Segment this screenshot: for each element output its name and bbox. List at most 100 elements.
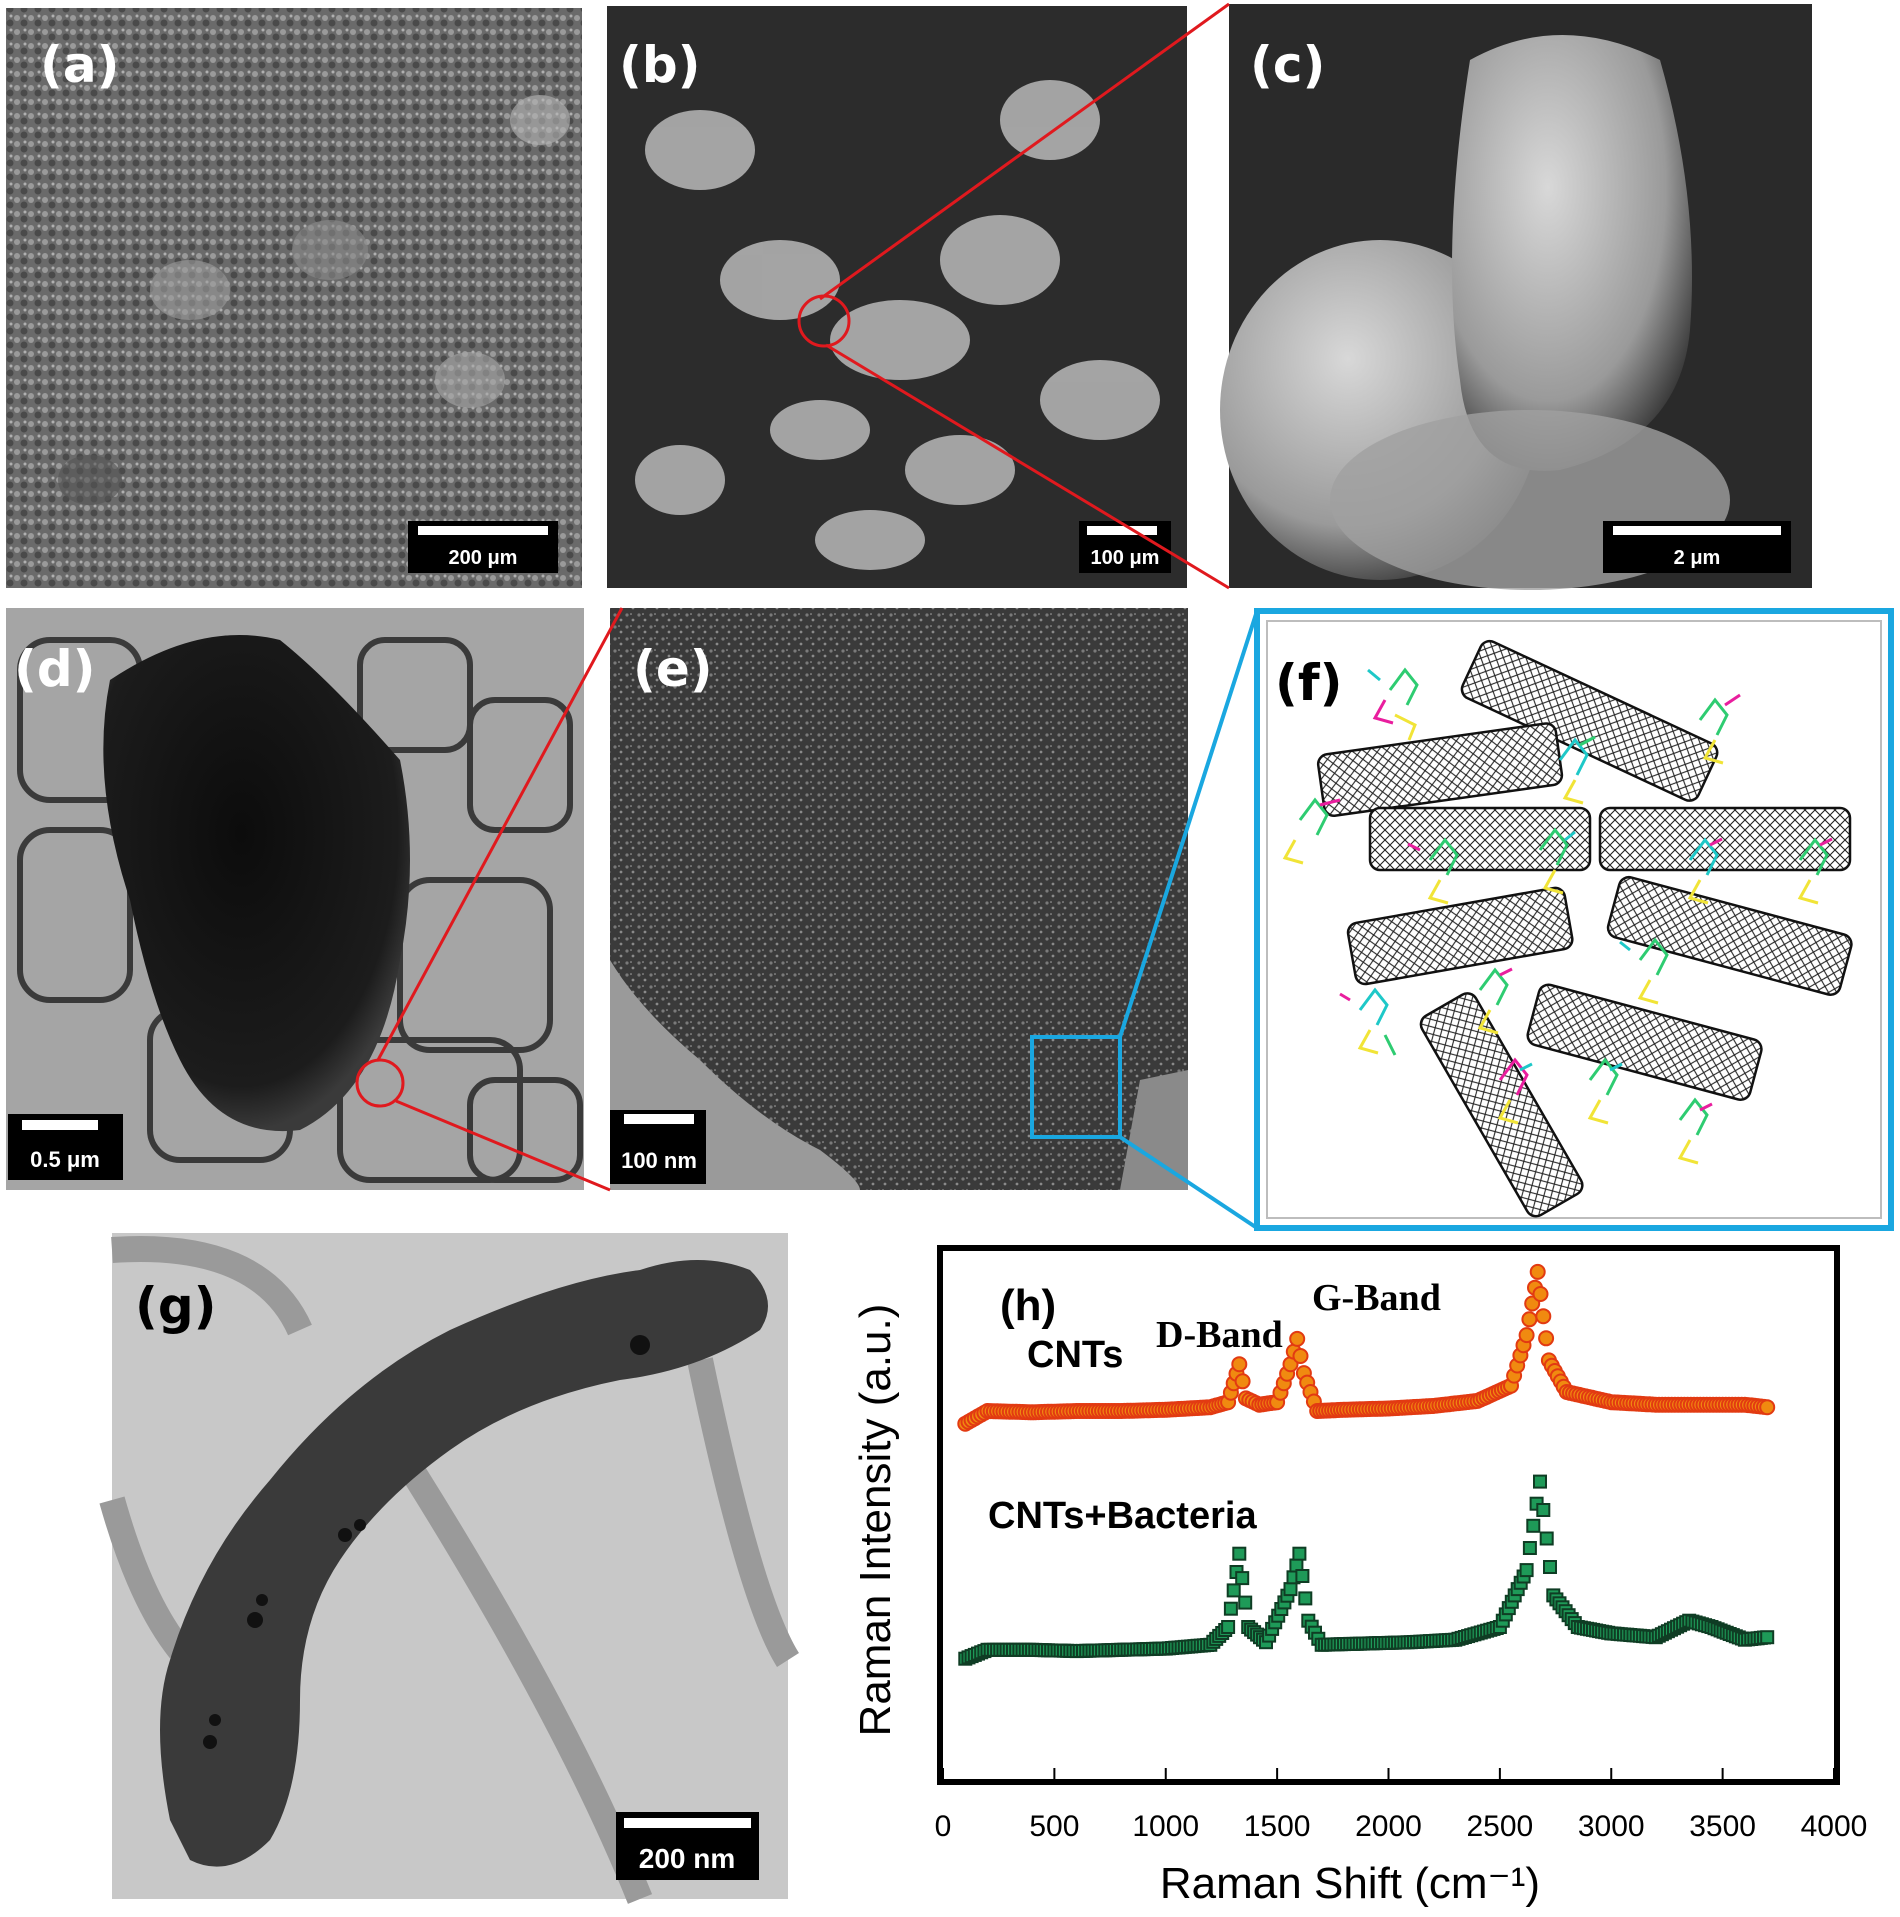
data-point (1298, 1591, 1313, 1606)
series-label-cnts-bacteria: CNTs+Bacteria (988, 1495, 1257, 1537)
panel-e-scale-bar (624, 1114, 694, 1124)
panel-g-label: (g) (135, 1277, 217, 1335)
protein (1587, 1057, 1623, 1125)
data-point (1519, 1563, 1534, 1578)
panel-a: (a) 200 μm (6, 8, 582, 588)
series-label-cnts: CNTs (1027, 1334, 1123, 1376)
inset-line-e-f-top (1118, 610, 1259, 1038)
data-point (1518, 1327, 1535, 1344)
series-cnts (957, 1263, 1776, 1432)
data-point (1533, 1474, 1547, 1489)
protein (1619, 937, 1669, 1005)
nanotube (1598, 806, 1852, 872)
protein (1677, 1097, 1713, 1165)
protein (1698, 693, 1741, 765)
data-point (1539, 1531, 1554, 1546)
zoom-line-b-c-top (819, 2, 1230, 301)
data-point (1295, 1569, 1310, 1583)
panel-d-label: (d) (14, 640, 96, 698)
chart-plot-area (937, 1245, 1840, 1785)
data-point (1283, 1582, 1298, 1597)
data-point (1532, 1286, 1549, 1302)
protein (1687, 837, 1723, 905)
nanotube (1460, 639, 1719, 802)
x-axis-label: Raman Shift (cm⁻¹) (1160, 1859, 1540, 1908)
panel-g: (g) 200 nm (99, 1233, 800, 1904)
panel-c-label: (c) (1250, 36, 1325, 94)
panel-b-scale-bar (1087, 526, 1157, 535)
data-point (1289, 1330, 1306, 1347)
panel-c-scale-bar (1613, 526, 1781, 535)
panel-f: (f) (1254, 608, 1894, 1231)
nanotube (1419, 992, 1584, 1218)
x-tick-label: 2500 (1467, 1810, 1534, 1843)
x-tick-label: 3500 (1689, 1810, 1756, 1843)
panel-e-scale-label: 100 nm (621, 1148, 697, 1173)
x-tick-label: 3000 (1578, 1810, 1645, 1843)
x-tick-label: 500 (1029, 1810, 1079, 1843)
panel-b-scale-label: 100 μm (1091, 547, 1160, 569)
panel-a-scale-bar (418, 526, 548, 535)
data-point (1529, 1263, 1546, 1280)
data-point (1226, 1583, 1241, 1598)
x-tick-label: 2000 (1355, 1810, 1422, 1843)
series-layer (957, 1263, 1776, 1666)
protein (1339, 987, 1397, 1056)
panel-d-particle (103, 635, 411, 1132)
data-point (1292, 1546, 1307, 1561)
data-point (1292, 1348, 1309, 1364)
protein (1797, 837, 1833, 905)
x-tick-label: 0 (935, 1810, 952, 1843)
panel-a-label: (a) (40, 36, 119, 94)
protein (1538, 827, 1576, 895)
x-tick-label: 1500 (1244, 1810, 1311, 1843)
data-point (1543, 1560, 1557, 1574)
panel-e-label: (e) (633, 640, 713, 698)
panel-g-bacterium (160, 1260, 768, 1867)
nanotube (1368, 806, 1592, 872)
data-point (1223, 1601, 1238, 1616)
zoom-line-d-e-top (376, 607, 624, 1061)
data-point (1538, 1330, 1555, 1347)
nanotube (1346, 886, 1574, 986)
annotation-g-band: G-Band (1312, 1277, 1441, 1319)
y-axis-label: Raman Intensity (a.u.) (851, 1304, 900, 1737)
panel-d-zoom-circle (355, 1058, 405, 1108)
panel-g-scale-bar (624, 1818, 751, 1828)
data-point (1536, 1503, 1551, 1517)
nanotube (1606, 875, 1853, 996)
panel-e: (e) 100 nm (610, 608, 1188, 1190)
nanotube (1316, 722, 1564, 817)
panel-d-scale-bar (22, 1120, 98, 1130)
data-point (1535, 1308, 1552, 1325)
data-point (1759, 1399, 1776, 1416)
protein (1407, 837, 1459, 905)
zoom-line-b-c-bottom (825, 343, 1230, 590)
panel-h-chart: 0 500 1000 1500 2000 2500 3000 3500 4000 (h) D-B… (851, 1245, 1868, 1908)
panel-b: (b) 100 μm (607, 6, 1187, 588)
protein (1282, 797, 1341, 865)
x-tick-label: 4000 (1801, 1810, 1868, 1843)
protein (1367, 667, 1419, 741)
data-point (1221, 1620, 1236, 1634)
panel-h-label: (h) (1000, 1281, 1056, 1330)
data-point (1235, 1571, 1250, 1586)
panel-g-scale-label: 200 nm (639, 1843, 736, 1874)
panel-c: (c) 2 μm (1220, 4, 1812, 590)
data-point (1238, 1595, 1253, 1610)
panel-b-label: (b) (619, 36, 701, 94)
annotation-d-band: D-Band (1156, 1314, 1283, 1356)
series-cnts-bacteria (958, 1474, 1775, 1666)
panel-d: (d) 0.5 μm (6, 608, 584, 1190)
x-ticks: 0 500 1000 1500 2000 2500 3000 3500 4000 (935, 1768, 1868, 1843)
panel-f-label: (f) (1275, 654, 1342, 712)
panel-a-scale-label: 200 μm (449, 547, 518, 569)
panel-c-scale-label: 2 μm (1674, 547, 1721, 569)
panel-e-inset-box (1030, 1035, 1122, 1139)
data-point (1234, 1373, 1251, 1390)
data-point (1526, 1518, 1541, 1533)
data-point (1231, 1356, 1248, 1373)
nanotube (1526, 983, 1763, 1101)
panel-d-scale-label: 0.5 μm (30, 1147, 100, 1172)
